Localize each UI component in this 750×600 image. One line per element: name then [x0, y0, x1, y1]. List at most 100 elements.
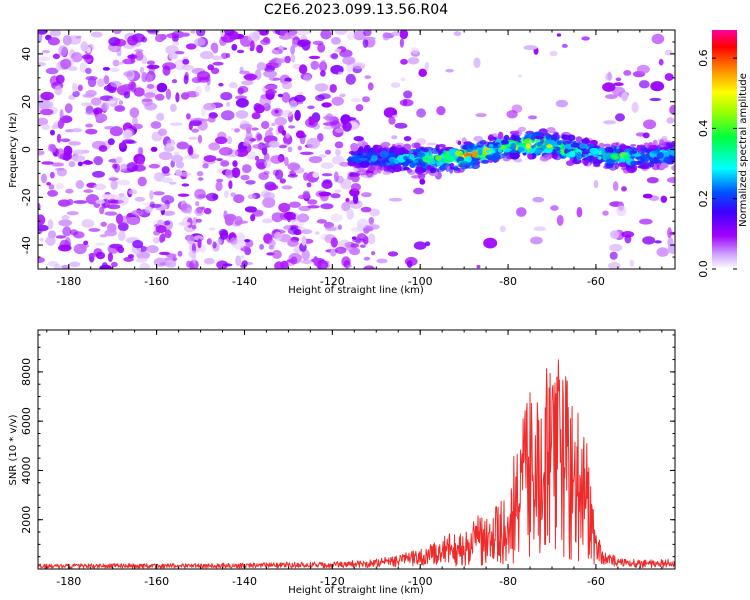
heatmap-cell	[609, 244, 623, 252]
heatmap-cell	[527, 153, 533, 160]
heatmap-cell	[403, 90, 413, 99]
heatmap-cell	[631, 153, 642, 157]
heatmap-cell	[152, 237, 160, 244]
heatmap-cell	[265, 89, 277, 95]
heatmap-cell	[118, 230, 126, 242]
heatmap-cell	[244, 206, 257, 213]
heatmap-cell	[41, 173, 47, 184]
heatmap-cell	[504, 147, 511, 153]
heatmap-cell	[294, 109, 301, 121]
heatmap-cell	[129, 107, 140, 118]
heatmap-cell	[263, 192, 276, 200]
x-tick-label: -140	[232, 575, 257, 588]
x-tick-label: -180	[56, 575, 81, 588]
heatmap-cell	[38, 61, 46, 67]
heatmap-cell	[82, 163, 87, 167]
heatmap-cell	[437, 150, 442, 155]
heatmap-cell	[93, 156, 103, 166]
heatmap-cell	[350, 183, 361, 192]
heatmap-cell	[333, 171, 339, 183]
heatmap-cells	[38, 30, 675, 269]
heatmap-cell	[346, 264, 353, 268]
heatmap-cell	[533, 226, 547, 231]
heatmap-cell	[310, 60, 320, 70]
heatmap-cell	[256, 44, 264, 54]
heatmap-cell	[422, 148, 430, 153]
heatmap-cell	[361, 192, 372, 198]
heatmap-cell	[186, 207, 192, 215]
heatmap-cell	[528, 115, 538, 120]
heatmap-cell	[114, 105, 126, 112]
heatmap-cell	[288, 125, 296, 129]
heatmap-cell	[191, 128, 200, 133]
heatmap-cell	[47, 190, 59, 197]
heatmap-cell	[609, 251, 618, 260]
heatmap-cell	[72, 149, 86, 155]
heatmap-cell	[82, 93, 95, 98]
heatmap-cell	[103, 75, 110, 85]
heatmap-cell	[595, 159, 600, 164]
heatmap-cell	[126, 216, 140, 226]
heatmap-cell	[171, 79, 178, 84]
heatmap-cell	[239, 66, 244, 72]
heatmap-cell	[175, 92, 180, 103]
heatmap-cell	[226, 136, 233, 145]
heatmap-cell	[378, 160, 386, 168]
heatmap-cell	[203, 155, 217, 163]
heatmap-cell	[643, 142, 649, 147]
heatmap-cell	[118, 100, 124, 105]
heatmap-cell	[109, 67, 120, 73]
heatmap-cell	[449, 166, 454, 174]
heatmap-cell	[656, 247, 669, 257]
heatmap-cell	[321, 173, 333, 177]
heatmap-cell	[642, 193, 653, 199]
heatmap-cell	[61, 214, 70, 221]
heatmap-cell	[271, 212, 284, 223]
heatmap-cell	[60, 58, 72, 70]
heatmap-cell	[457, 140, 462, 145]
heatmap-cell	[362, 161, 368, 168]
heatmap-cell	[391, 135, 398, 140]
heatmap-cell	[38, 30, 48, 35]
heatmap-cell	[591, 156, 596, 164]
heatmap-cell	[241, 80, 254, 86]
heatmap-cell	[329, 84, 338, 93]
heatmap-cell	[532, 196, 545, 203]
heatmap-cell	[669, 231, 675, 236]
heatmap-cell	[301, 235, 307, 246]
heatmap-cell	[38, 150, 45, 156]
heatmap-cell	[128, 81, 136, 91]
heatmap-cell	[480, 159, 489, 164]
heatmap-cell	[38, 32, 43, 43]
heatmap-cell	[498, 148, 503, 153]
heatmap-cell	[399, 30, 409, 40]
heatmap-cell	[666, 117, 675, 124]
heatmap-cell	[487, 156, 496, 161]
heatmap-cell	[109, 126, 123, 137]
heatmap-cell	[118, 195, 129, 206]
heatmap-cell	[331, 37, 341, 45]
heatmap-cell	[352, 238, 366, 243]
heatmap-cell	[131, 123, 143, 130]
heatmap-cell	[592, 163, 601, 168]
heatmap-cell	[274, 116, 287, 126]
heatmap-cell	[429, 167, 437, 174]
heatmap-cell	[218, 82, 224, 87]
heatmap-cell	[370, 155, 378, 162]
heatmap-cell	[58, 219, 72, 227]
heatmap-cell	[274, 109, 279, 114]
heatmap-cell	[650, 81, 665, 92]
heatmap-cell	[640, 158, 645, 163]
heatmap-cell	[166, 33, 180, 39]
heatmap-cell	[636, 64, 650, 74]
heatmap-cell	[394, 142, 404, 148]
heatmap-cell	[648, 161, 655, 168]
heatmap-cell	[284, 156, 289, 167]
heatmap-cell	[324, 149, 332, 155]
heatmap-cell	[114, 38, 127, 47]
heatmap-cell	[55, 182, 64, 190]
heatmap-cell	[161, 177, 173, 183]
heatmap-cell	[149, 203, 162, 208]
heatmap-cell	[126, 162, 139, 173]
heatmap-cell	[234, 220, 249, 224]
